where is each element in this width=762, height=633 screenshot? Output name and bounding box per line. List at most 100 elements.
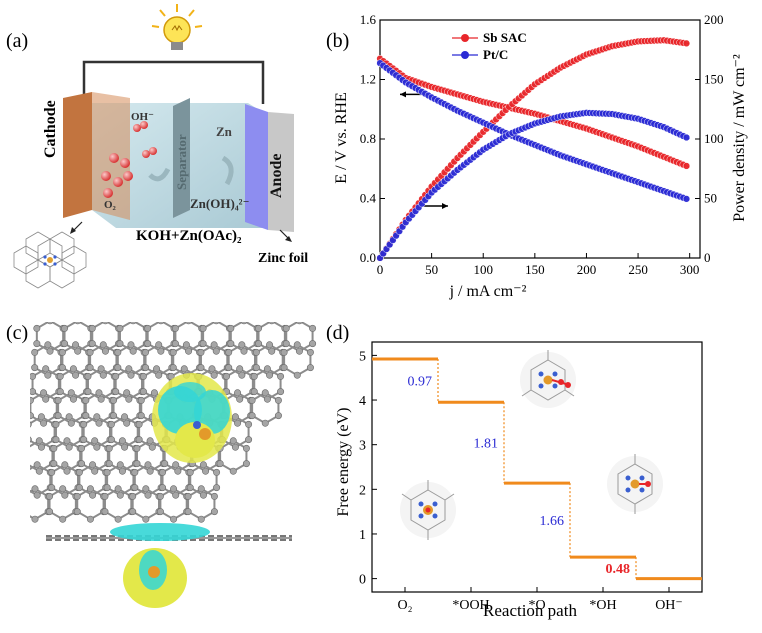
carbon-atom [236,365,244,373]
carbon-atom [129,492,137,500]
carbon-atom [197,348,205,356]
carbon-atom [185,322,192,325]
carbon-atom [114,485,122,493]
carbon-atom [129,322,137,325]
carbon-atom [50,460,58,468]
x-tick-label: 100 [473,262,493,277]
step-energy-label: 0.97 [408,375,433,390]
carbon-atom [82,396,90,404]
carbon-atom [123,419,131,427]
carbon-atom [295,347,303,355]
charge-density-isosurface-top [152,373,232,463]
carbon-atom [133,444,141,452]
carbon-atom [31,515,39,523]
separator [173,98,190,218]
carbon-atom [210,508,218,516]
carbon-atom [95,389,103,397]
carbon-atom [118,467,126,475]
carbon-atom [137,412,145,420]
carbon-atom [146,467,154,475]
carbon-atom [309,324,317,332]
carbon-atom [150,389,158,397]
y-left-tick-label: 0.4 [360,191,377,206]
carbon-atom [229,437,237,445]
carbon-atom [169,348,177,356]
carbon-atom [67,389,75,397]
carbon-atom [186,484,194,492]
y-right-tick-label: 100 [704,131,724,146]
carbon-atom [30,421,32,428]
carbon-atom [116,340,124,348]
carbon-atom [91,467,99,475]
carbon-atom [234,419,242,427]
carbon-atom [114,364,122,372]
carbon-atom [229,467,237,475]
carbon-atom [72,371,80,379]
y-right-tick-label: 200 [704,12,724,27]
carbon-atom [197,515,205,523]
carbon-atom [223,372,231,380]
carbon-atom [125,365,133,373]
x-tick-label: 300 [680,262,700,277]
carbon-atom [67,419,75,427]
carbon-atom [105,460,113,468]
carbon-atom [248,412,256,420]
carbon-atom [202,467,210,475]
carbon-atom [74,347,82,355]
data-point [682,195,691,203]
carbon-atom [280,348,288,356]
carbon-atom [210,371,218,379]
carbon-atom [56,372,64,380]
carbon-atom [197,485,205,493]
zinc-label: Zn [216,124,232,139]
carbon-atom [238,371,246,379]
carbon-atom [99,341,107,349]
carbon-atom [61,491,69,499]
carbon-atom [156,508,164,516]
carbon-atom [155,341,163,349]
x-tick-label: 200 [577,262,597,277]
carbon-atom [268,322,275,325]
carbon-atom [306,364,314,372]
panel-c-label: (c) [6,322,29,344]
x-tick-label: OH⁻ [655,598,683,613]
carbon-atom [35,467,43,475]
carbon-atom [84,388,92,396]
x-axis-label: Reaction path [483,601,577,620]
carbon-atom [46,322,54,325]
x-tick-label: *OOH [452,598,489,613]
carbon-atom [86,485,94,493]
free-energy-diagram: 0 1 2 3 4 5 O₂ *OOH *O *OH OH⁻ 0.97 1.81 1.66 0.48 [335,341,703,620]
carbon-atom [54,396,62,404]
carbon-atom [116,491,124,499]
carbon-atom [103,484,111,492]
carbon-atom [171,324,179,332]
carbon-atom [37,443,45,451]
anode [268,112,294,232]
carbon-atom [33,340,41,348]
carbon-atom [238,341,246,349]
panel-d-label: (d) [326,322,350,344]
carbon-atom [234,389,242,397]
carbon-atom [167,372,175,380]
carbon-atom [112,372,120,380]
carbon-atom [157,347,165,355]
carbon-atom [252,364,260,372]
carbon-atom [63,437,71,445]
hydroxide-label: OH⁻ [131,111,154,123]
carbon-atom [135,420,143,428]
x-tick-label: 150 [525,262,545,277]
carbon-atom [277,388,285,396]
carbon-atom [116,324,124,332]
carbon-atom [142,364,150,372]
y-left-tick-label: 0.8 [360,131,376,146]
carbon-atom [78,444,86,452]
circuit-wire [82,60,265,104]
carbon-atom [107,420,115,428]
carbon-atom [84,372,92,380]
carbon-atom [255,324,263,332]
carbon-atom [296,322,303,325]
carbon-atom [185,347,193,355]
carbon-atom [103,468,111,476]
carbon-atom [180,365,188,373]
